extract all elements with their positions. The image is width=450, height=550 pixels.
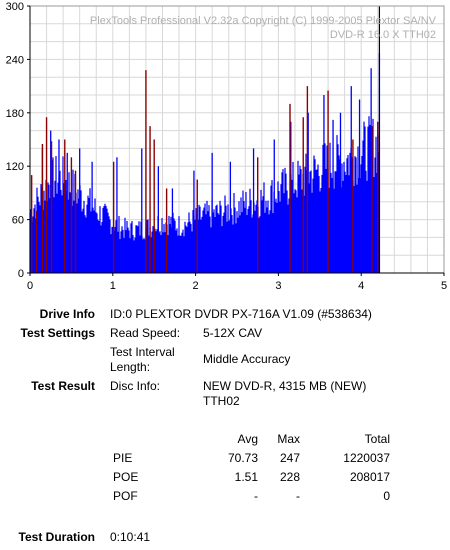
stats-row-avg: 70.73 (227, 451, 258, 465)
x-tick-label: 5 (441, 280, 447, 292)
stats-row-name: PIE (113, 451, 133, 465)
chart-overlay-line-1: PlexTools Professional V2.32a Copyright … (90, 15, 437, 27)
stats-row-name: POF (113, 489, 138, 503)
stats-row-max: - (296, 489, 300, 503)
tick-labels: 0 60 120 180 240 300 0 1 2 3 4 5 (6, 1, 447, 292)
test-settings-label: Test Settings (20, 326, 95, 340)
pie-bars (29, 53, 381, 273)
stats-row-total: 1220037 (343, 451, 390, 465)
x-tick-label: 3 (275, 280, 281, 292)
y-tick-label: 180 (6, 108, 24, 120)
test-duration-value: 0:10:41 (110, 530, 151, 544)
chart-axes (29, 5, 445, 274)
disc-info-line-1: NEW DVD-R, 4315 MB (NEW) (203, 379, 367, 393)
error-rate-chart: 0 60 120 180 240 300 0 1 2 3 4 5 PlexTools Professi… (6, 1, 447, 292)
y-tick-label: 240 (6, 54, 24, 66)
drive-info-value: ID:0 PLEXTOR DVDR PX-716A V1.09 (#538634… (110, 307, 372, 321)
stats-row-avg: 1.51 (234, 470, 258, 484)
test-interval-label-2: Length: (110, 360, 151, 374)
test-interval-value: Middle Accuracy (203, 352, 291, 366)
x-tick-label: 2 (193, 280, 199, 292)
stats-header-total: Total (364, 432, 390, 446)
read-speed-label: Read Speed: (110, 326, 181, 340)
stats-row-total: 208017 (349, 470, 390, 484)
drive-info-label: Drive Info (39, 307, 95, 321)
stats-row-total: 0 (383, 489, 390, 503)
x-tick-label: 4 (358, 280, 364, 292)
stats-row-max: 247 (279, 451, 300, 465)
read-speed-value: 5-12X CAV (203, 326, 263, 340)
y-tick-label: 60 (12, 215, 24, 227)
stats-row-name: POE (113, 470, 139, 484)
stats-row-max: 228 (279, 470, 300, 484)
stats-header-avg: Avg (237, 432, 258, 446)
disc-info-line-2: TTH02 (203, 394, 240, 408)
stats-header-max: Max (277, 432, 300, 446)
disc-info-label: Disc Info: (110, 379, 161, 393)
test-interval-label-1: Test Interval (110, 345, 175, 359)
x-tick-label: 1 (110, 280, 116, 292)
y-tick-label: 120 (6, 161, 24, 173)
y-tick-label: 300 (6, 1, 24, 13)
test-result-label: Test Result (31, 379, 95, 393)
poe-bars (30, 70, 379, 273)
chart-overlay-line-2: DVD-R 16.0 X TTH02 (330, 29, 436, 41)
stats-row-avg: - (254, 489, 258, 503)
y-tick-label: 0 (18, 268, 24, 280)
test-duration-label: Test Duration (18, 530, 95, 544)
x-tick-label: 0 (27, 280, 33, 292)
